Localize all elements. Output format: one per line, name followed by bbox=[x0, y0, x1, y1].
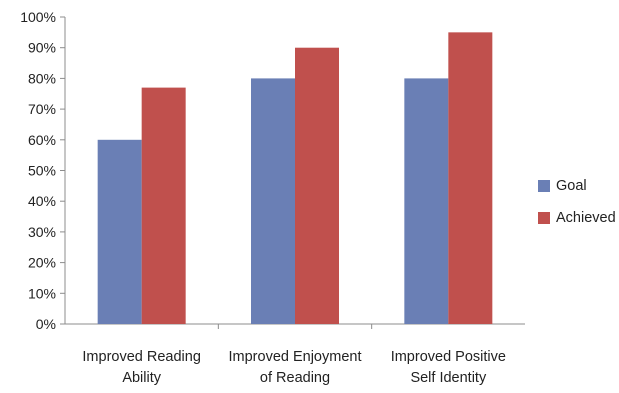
x-category-label: of Reading bbox=[260, 370, 330, 386]
x-category-label: Improved Enjoyment bbox=[229, 349, 362, 365]
x-category-label: Improved Positive bbox=[391, 349, 506, 365]
y-tick-label: 20% bbox=[28, 255, 56, 271]
legend-item-goal: Goal bbox=[538, 176, 616, 196]
bar-goal-3 bbox=[404, 78, 449, 325]
bar-goal-2 bbox=[251, 78, 295, 325]
legend-label-goal: Goal bbox=[556, 178, 587, 194]
y-tick-label: 100% bbox=[20, 9, 56, 25]
y-tick-label: 30% bbox=[28, 224, 56, 240]
y-tick-label: 50% bbox=[28, 163, 56, 179]
x-category-label: Improved Reading bbox=[82, 349, 201, 365]
y-tick-label: 90% bbox=[28, 40, 56, 56]
y-tick-label: 10% bbox=[28, 285, 56, 301]
legend-label-achieved: Achieved bbox=[556, 210, 616, 226]
y-axis-ticks: 0% 10% 20% 30% 40% 50% 60% 70% 80% 90% 100% bbox=[20, 9, 65, 332]
legend-swatch-achieved bbox=[538, 212, 550, 224]
bar-goal-1 bbox=[97, 139, 142, 324]
y-tick-label: 80% bbox=[28, 70, 56, 86]
y-tick-label: 60% bbox=[28, 132, 56, 148]
bar-achieved-2 bbox=[295, 47, 339, 324]
y-tick-label: 0% bbox=[36, 316, 56, 332]
bar-achieved-3 bbox=[448, 32, 493, 324]
legend-item-achieved: Achieved bbox=[538, 208, 616, 228]
x-category-label: Self Identity bbox=[410, 370, 487, 386]
x-category-label: Ability bbox=[122, 370, 161, 386]
x-axis-labels: Improved Reading Ability Improved Enjoymen… bbox=[82, 349, 506, 386]
y-tick-label: 70% bbox=[28, 101, 56, 117]
y-tick-label: 40% bbox=[28, 193, 56, 209]
legend: Goal Achieved bbox=[538, 176, 616, 240]
bars bbox=[97, 32, 493, 325]
legend-swatch-goal bbox=[538, 180, 550, 192]
bar-achieved-1 bbox=[141, 87, 186, 324]
